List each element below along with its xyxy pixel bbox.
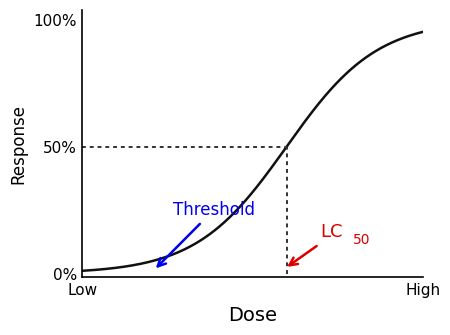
Text: 50: 50 [353, 233, 370, 248]
Text: Threshold: Threshold [158, 201, 255, 266]
Y-axis label: Response: Response [10, 104, 28, 184]
Text: LC: LC [320, 223, 343, 241]
X-axis label: Dose: Dose [228, 306, 277, 325]
